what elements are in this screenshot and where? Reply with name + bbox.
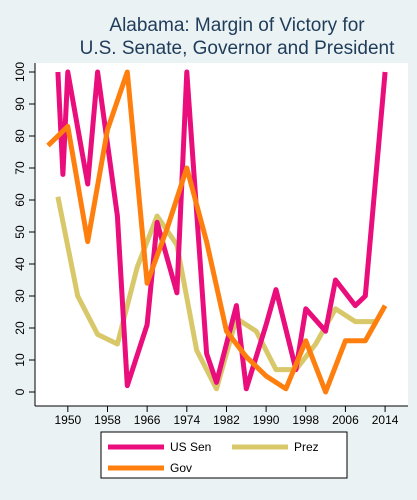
plot-area: [35, 63, 408, 406]
y-tick-label: 100: [13, 62, 27, 82]
x-tick-label: 1974: [173, 413, 200, 427]
y-tick-label: 30: [13, 289, 27, 303]
x-tick-label: 1998: [292, 413, 319, 427]
series-line-us-sen: [55, 69, 388, 392]
y-tick-label: 90: [13, 97, 27, 111]
legend-box: [100, 431, 348, 479]
legend-label-us-sen: US Sen: [170, 440, 211, 454]
chart-title-line-1: Alabama: Margin of Victory for: [109, 15, 365, 36]
y-tick-label: 10: [13, 353, 27, 367]
x-axis-ticks: 1950 1958 1966 1974 1982 1990 1998 2006 2014: [54, 406, 399, 427]
y-tick-label: 40: [13, 257, 27, 271]
chart-title-line-2: U.S. Senate, Governor and President: [80, 38, 395, 59]
series-line-prez: [55, 196, 376, 392]
y-tick-label: 20: [13, 321, 27, 335]
y-axis-ticks: 0 10 20 30 40 50 60 70 80 90 100: [13, 62, 35, 395]
legend-label-gov: Gov: [170, 461, 192, 475]
legend: US Sen Prez Gov: [100, 431, 348, 479]
y-tick-label: 50: [13, 225, 27, 239]
y-tick-label: 60: [13, 193, 27, 207]
x-tick-label: 1950: [54, 413, 81, 427]
y-tick-label: 0: [13, 388, 27, 395]
x-tick-label: 1982: [213, 413, 240, 427]
plot-lines: [46, 69, 388, 395]
legend-label-prez: Prez: [294, 440, 319, 454]
x-tick-label: 2014: [372, 413, 399, 427]
x-tick-label: 1966: [134, 413, 161, 427]
x-tick-label: 2006: [332, 413, 359, 427]
x-tick-label: 1958: [94, 413, 121, 427]
y-tick-label: 70: [13, 161, 27, 175]
y-tick-label: 80: [13, 129, 27, 143]
x-tick-label: 1990: [253, 413, 280, 427]
series-line-gov: [46, 69, 388, 395]
